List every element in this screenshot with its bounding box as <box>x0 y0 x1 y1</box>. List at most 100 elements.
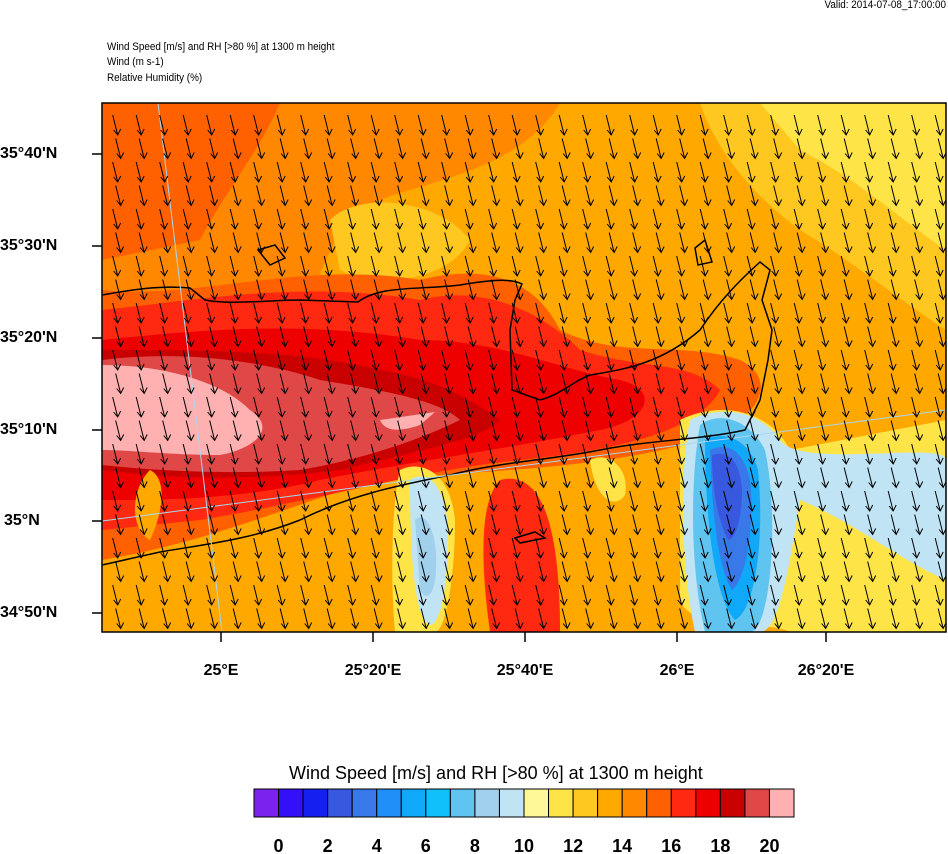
wind-arrow <box>655 138 665 160</box>
wind-arrow <box>441 490 451 512</box>
wind-arrow <box>303 373 313 395</box>
wind-arrow <box>887 443 897 465</box>
wind-arrow <box>558 443 568 465</box>
colorbar-label: 6 <box>420 836 431 854</box>
wind-arrow <box>723 537 733 559</box>
wind-arrow <box>112 349 122 371</box>
wind-arrow <box>629 443 639 465</box>
wind-arrow <box>417 490 427 512</box>
wind-arrow <box>608 279 618 301</box>
wind-arrow <box>303 514 313 536</box>
wind-arrow <box>796 279 806 301</box>
wind-arrow <box>796 373 806 395</box>
wind-arrow <box>441 537 451 559</box>
wind-arrow <box>323 443 333 465</box>
grid-lines <box>101 102 947 633</box>
wind-arrow <box>535 208 545 230</box>
wind-arrow <box>538 608 548 630</box>
wind-arrow <box>373 373 383 395</box>
wind-arrow <box>723 114 733 136</box>
wind-arrow <box>746 114 756 136</box>
wind-arrow <box>370 443 380 465</box>
wind-arrow <box>585 373 595 395</box>
wind-arrow <box>417 114 427 136</box>
wind-arrow <box>934 396 944 418</box>
wind-arrow <box>276 255 286 277</box>
wind-arrow <box>253 443 263 465</box>
wind-arrow <box>464 490 474 512</box>
axis-ticks <box>92 153 827 642</box>
wind-arrow <box>820 185 830 207</box>
wind-arrow <box>491 561 501 583</box>
wind-arrow <box>373 514 383 536</box>
wind-arrow <box>911 443 921 465</box>
wind-arrow <box>185 514 195 536</box>
wind-arrow <box>937 467 946 489</box>
wind-arrow <box>162 279 172 301</box>
wind-arrow <box>115 232 125 254</box>
wind-arrow <box>467 185 477 207</box>
wind-arrow <box>444 232 454 254</box>
wind-arrow <box>467 373 477 395</box>
wind-arrow <box>911 208 921 230</box>
wind-arrow <box>253 302 263 324</box>
wind-arrow <box>350 185 360 207</box>
wind-arrow <box>326 185 336 207</box>
wind-arrow <box>608 373 618 395</box>
wind-arrow <box>699 584 709 606</box>
wind-arrow <box>840 114 850 136</box>
wind-arrow <box>115 373 125 395</box>
wind-arrow <box>793 490 803 512</box>
wind-arrow <box>937 138 946 160</box>
plot-frame <box>101 102 947 633</box>
wind-arrow <box>867 138 877 160</box>
wind-arrow <box>538 514 548 536</box>
wind-arrow <box>773 326 783 348</box>
wind-arrow <box>632 232 642 254</box>
wind-arrow <box>467 326 477 348</box>
wind-arrow <box>749 373 759 395</box>
wind-arrow <box>185 185 195 207</box>
wind-arrow <box>303 185 313 207</box>
wind-arrow <box>444 608 454 630</box>
wind-arrow <box>561 138 571 160</box>
wind-arrow <box>605 161 615 183</box>
wind-arrow <box>232 467 242 489</box>
wind-arrow <box>629 302 639 324</box>
wind-arrow <box>749 279 759 301</box>
wind-arrow <box>676 302 686 324</box>
wind-arrow <box>843 420 853 442</box>
wind-arrow <box>253 396 263 418</box>
wind-arrow <box>253 208 263 230</box>
wind-arrow <box>840 396 850 418</box>
wind-arrow <box>279 467 289 489</box>
wind-arrow <box>112 443 122 465</box>
wind-arrow <box>535 584 545 606</box>
wind-arrow <box>937 420 946 442</box>
wind-arrow <box>135 161 145 183</box>
wind-arrow <box>209 232 219 254</box>
wind-arrow <box>394 396 404 418</box>
wind-arrow <box>652 208 662 230</box>
wind-arrow <box>538 326 548 348</box>
wind-arrow <box>159 208 169 230</box>
wind-arrow <box>115 467 125 489</box>
wind-arrow <box>629 490 639 512</box>
wind-arrow <box>793 114 803 136</box>
wind-arrow <box>491 373 501 395</box>
wind-arrow <box>702 279 712 301</box>
wind-arrow <box>749 608 759 630</box>
wind-arrow <box>323 255 333 277</box>
header-title: Wind Speed [m/s] and RH [>80 %] at 1300 … <box>107 41 335 53</box>
wind-arrow <box>514 326 524 348</box>
wind-arrow <box>749 420 759 442</box>
wind-arrow <box>420 420 430 442</box>
wind-arrow <box>867 185 877 207</box>
wind-arrow <box>629 114 639 136</box>
wind-arrow <box>417 584 427 606</box>
wind-arrow <box>229 490 239 512</box>
wind-arrow <box>159 584 169 606</box>
wind-arrow <box>112 302 122 324</box>
wind-arrow <box>749 326 759 348</box>
